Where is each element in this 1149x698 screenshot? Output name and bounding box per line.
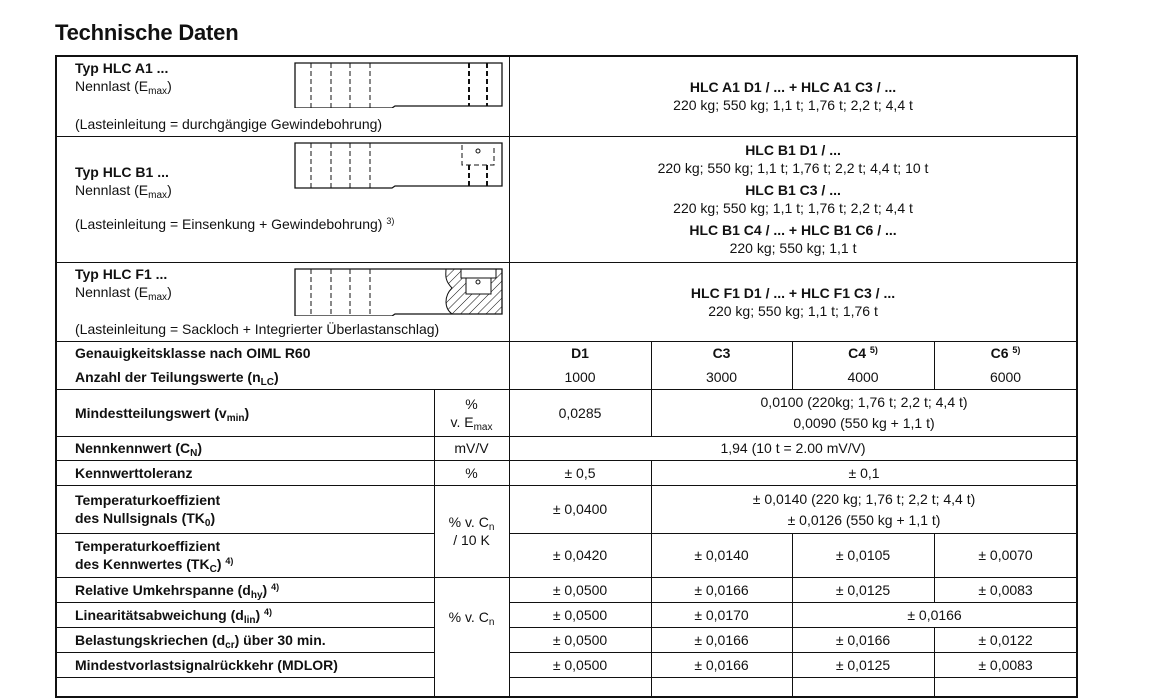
type-title: Typ HLC F1 ... [75, 265, 168, 282]
type-cell: Typ HLC A1 ... Nennlast (Emax) (Lasteinl… [55, 55, 510, 137]
cn-row: Nennkennwert (CN) mV/V 1,94 (10 t = 2.00… [55, 435, 1078, 461]
vmin-label: Mindestteilungswert (vmin) [55, 388, 435, 437]
class-row: Genauigkeitsklasse nach OIML R60 Anzahl … [55, 340, 1078, 390]
type-title: Typ HLC A1 ... [75, 60, 169, 76]
tk0-label: Temperaturkoeffizient des Nullsignals (TK… [55, 484, 435, 534]
type-cell: Typ HLC B1 ... Nennlast (Emax) (Lasteinl… [55, 135, 510, 263]
variant-loads: 220 kg; 550 kg; 1,1 t; 1,76 t; 2,2 t; 4,… [673, 97, 913, 114]
dhy-label: Relative Umkehrspanne (dhy) 4) [55, 576, 435, 603]
tk0-row: Temperaturkoeffizient des Nullsignals (TK… [55, 484, 1078, 578]
tkc-label: Temperaturkoeffizient des Kennwertes (TKC… [55, 532, 435, 578]
variant-cell: HLC A1 D1 / ... + HLC A1 C3 / ... 220 kg… [508, 55, 1078, 137]
tk0-rest: ± 0,0140 (220 kg; 1,76 t; 2,2 t; 4,4 t) ±… [650, 484, 1078, 534]
tolerance-row: Kennwerttoleranz % ± 0,5 ± 0,1 [55, 459, 1078, 486]
nlc-label: Anzahl der Teilungswerte (nLC) [75, 369, 279, 388]
dlin-c4-c6: ± 0,0166 [791, 601, 1078, 628]
variant-loads: 220 kg; 550 kg; 1,1 t; 1,76 t; 2,2 t; 4,… [673, 200, 913, 216]
variant-loads: 220 kg; 550 kg; 1,1 t; 1,76 t [708, 302, 878, 319]
class-label-cell: Genauigkeitsklasse nach OIML R60 Anzahl … [55, 340, 510, 390]
type-title: Typ HLC B1 ... [75, 163, 169, 180]
dhy-c6: ± 0,0083 [933, 576, 1078, 603]
mdlor-d1: ± 0,0500 [508, 651, 652, 678]
dcr-c3: ± 0,0166 [650, 626, 793, 653]
variant-cell: HLC F1 D1 / ... + HLC F1 C3 / ... 220 kg… [508, 261, 1078, 342]
vmin-row: Mindestteilungswert (vmin) % v. Emax 0,02… [55, 388, 1078, 437]
class-c3: C3 3000 [650, 340, 793, 390]
cn-unit: mV/V [433, 435, 510, 461]
dcr-row: Belastungskriechen (dcr) über 30 min. ± … [55, 626, 1078, 653]
vmin-rest: 0,0100 (220kg; 1,76 t; 2,2 t; 4,4 t) 0,00… [650, 388, 1078, 437]
type-note: (Lasteinleitung = Sackloch + Integrierte… [75, 320, 440, 337]
tk-unit: % v. Cn/ 10 K [433, 484, 510, 578]
type-row-f1: Typ HLC F1 ... Nennlast (Emax) (Lasteinl… [55, 261, 1078, 342]
type-cell: Typ HLC F1 ... Nennlast (Emax) (Lasteinl… [55, 261, 510, 342]
technical-data-table: Typ HLC A1 ... Nennlast (Emax) (Lasteinl… [55, 55, 1079, 698]
mdlor-c3: ± 0,0166 [650, 651, 793, 678]
class-c4: C4 5) 4000 [791, 340, 935, 390]
tolerance-d1: ± 0,5 [508, 459, 652, 486]
dlin-row: Linearitätsabweichung (dlin) 4) ± 0,0500… [55, 601, 1078, 628]
dcr-d1: ± 0,0500 [508, 626, 652, 653]
variant-head: HLC A1 D1 / ... + HLC A1 C3 / ... [689, 79, 897, 96]
variant-head: HLC F1 D1 / ... + HLC F1 C3 / ... [690, 284, 896, 301]
dlin-c3: ± 0,0170 [650, 601, 793, 628]
dhy-row: Relative Umkehrspanne (dhy) 4) % v. Cn ±… [55, 576, 1078, 698]
load-cell-drawing-a1 [294, 62, 503, 108]
mdlor-c6: ± 0,0083 [933, 651, 1078, 678]
dhy-c4: ± 0,0125 [791, 576, 935, 603]
variant-head: HLC B1 C4 / ... + HLC B1 C6 / ... [689, 222, 897, 238]
tk0-d1: ± 0,0400 [508, 484, 652, 534]
mdlor-label: Mindestvorlastsignalrückkehr (MDLOR) [55, 651, 435, 678]
nennlast-label: Nennlast (Emax) [75, 78, 172, 97]
tkc-c4: ± 0,0105 [791, 532, 935, 578]
type-row-a1: Typ HLC A1 ... Nennlast (Emax) (Lasteinl… [55, 55, 1078, 137]
class-d1: D1 1000 [508, 340, 652, 390]
variant-loads: 220 kg; 550 kg; 1,1 t; 1,76 t; 2,2 t; 4,… [657, 160, 929, 176]
tkc-c3: ± 0,0140 [650, 532, 793, 578]
variant-loads: 220 kg; 550 kg; 1,1 t [729, 240, 857, 256]
dcr-c4: ± 0,0166 [791, 626, 935, 653]
dcr-c6: ± 0,0122 [933, 626, 1078, 653]
variant-head: HLC B1 D1 / ... [745, 142, 841, 158]
tkc-c6: ± 0,0070 [933, 532, 1078, 578]
type-row-b1: Typ HLC B1 ... Nennlast (Emax) (Lasteinl… [55, 135, 1078, 263]
tkc-d1: ± 0,0420 [508, 532, 652, 578]
vmin-d1: 0,0285 [508, 388, 652, 437]
variant-cell: HLC B1 D1 / ... 220 kg; 550 kg; 1,1 t; 1… [508, 135, 1078, 263]
mdlor-row: Mindestvorlastsignalrückkehr (MDLOR) ± 0… [55, 651, 1078, 678]
class-c6: C6 5) 6000 [933, 340, 1078, 390]
page-title: Technische Daten [55, 20, 239, 45]
dlin-label: Linearitätsabweichung (dlin) 4) [55, 601, 435, 628]
nennlast-label: Nennlast (Emax) [75, 283, 172, 303]
dhy-d1: ± 0,0500 [508, 576, 652, 603]
mdlor-c4: ± 0,0125 [791, 651, 935, 678]
dcr-label: Belastungskriechen (dcr) über 30 min. [55, 626, 435, 653]
load-cell-drawing-b1 [294, 141, 503, 189]
dhy-c3: ± 0,0166 [650, 576, 793, 603]
type-note: (Lasteinleitung = durchgängige Gewindebo… [75, 116, 383, 132]
pct-unit: % v. Cn [433, 576, 510, 698]
tkc-row: Temperaturkoeffizient des Kennwertes (TKC… [55, 532, 1078, 578]
variant-head: HLC B1 C3 / ... [745, 182, 841, 198]
next-row-partial [55, 676, 1078, 698]
tolerance-label: Kennwerttoleranz [55, 459, 435, 486]
type-note: (Lasteinleitung = Einsenkung + Gewindebo… [75, 215, 395, 232]
class-label: Genauigkeitsklasse nach OIML R60 [75, 345, 311, 361]
nennlast-label: Nennlast (Emax) [75, 181, 172, 201]
cn-value: 1,94 (10 t = 2.00 mV/V) [508, 435, 1078, 461]
vmin-unit: % v. Emax [433, 388, 510, 437]
tolerance-unit: % [433, 459, 510, 486]
dlin-d1: ± 0,0500 [508, 601, 652, 628]
cn-label: Nennkennwert (CN) [55, 435, 435, 461]
tolerance-rest: ± 0,1 [650, 459, 1078, 486]
load-cell-drawing-f1 [294, 267, 503, 316]
